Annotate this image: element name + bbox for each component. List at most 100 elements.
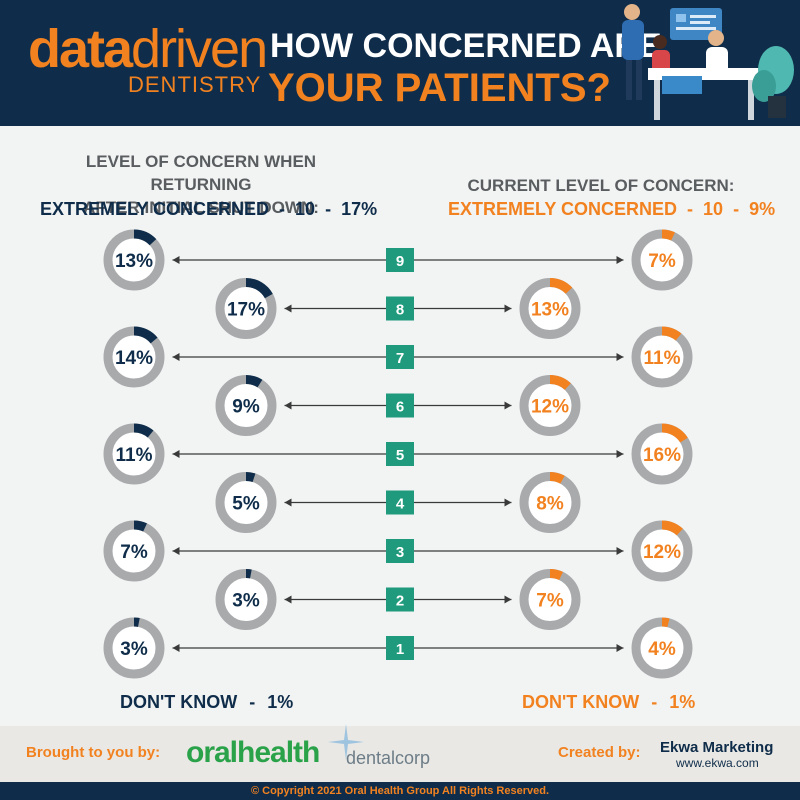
arrow-level-1-arrowhead-right [616,644,624,652]
header-banner: datadriven DENTISTRY HOW CONCERNED ARE Y… [0,0,800,126]
right-donut-level-9-label: 7% [648,251,676,272]
arrow-level-9-arrowhead-left [172,256,180,264]
dentalcorp-star-icon [328,724,364,760]
left-donut-level-4-segment [215,472,277,533]
arrow-level-5-arrowhead-left [172,450,180,458]
left-heading-line1: LEVEL OF CONCERN WHEN RETURNING [85,152,317,194]
left-donut-level-8-label: 17% [227,300,265,321]
right-dont-know-dash: - [651,692,658,712]
level-badge-9-text: 9 [396,253,404,270]
right-extremely-level: 10 [703,199,724,219]
right-extremely-dash1: - [687,199,694,219]
level-badge-1-text: 1 [396,641,404,658]
dentalcorp-logo: dentalcorp [346,748,431,768]
left-donut-level-5-segment [103,423,165,485]
left-column-heading: LEVEL OF CONCERN WHEN RETURNING AFTER IN… [40,150,362,219]
right-donut-level-3-label: 12% [643,542,681,563]
right-donut-level-6-segment [519,375,581,436]
right-donut-level-7-label: 11% [644,348,681,369]
right-donut-level-4-segment [519,472,581,533]
level-badge-6 [386,393,414,418]
right-donut-level-1-segment [631,617,693,679]
right-donut-level-3-segment [631,520,693,582]
arrow-level-8-arrowhead-left [284,304,292,313]
left-donut-level-3-segment [103,520,165,582]
arrow-level-9-arrowhead-right [616,256,624,264]
right-donut-level-8-segment [519,278,581,339]
brought-to-you-label: Brought to you by: [26,744,161,761]
level-badge-4-text: 4 [396,496,405,513]
right-donut-level-5-label: 16% [643,445,681,466]
right-donut-level-1-label: 4% [648,639,676,660]
arrow-level-4-arrowhead-left [284,498,292,507]
left-donut-level-3-label: 7% [120,542,148,563]
arrow-level-6-arrowhead-right [504,401,512,410]
left-donut-level-8-segment [215,278,277,339]
left-extremely-dash2: - [325,199,332,219]
arrow-level-2-arrowhead-left [284,595,292,604]
level-badge-1 [386,636,414,660]
right-extremely-value: 9% [749,199,776,219]
left-donut-level-9-label: 13% [115,251,153,272]
logo-dentistry-text: DENTISTRY [128,72,262,97]
level-badge-3 [386,539,414,563]
left-donut-level-9-segment [103,229,165,291]
logo-data-text: data [28,19,133,79]
left-extremely-level: 10 [295,199,316,219]
right-donut-level-9-segment [631,229,693,291]
datadriven-logo: datadriven DENTISTRY [28,19,268,97]
level-badge-7-text: 7 [396,350,404,367]
left-extremely-label: EXTREMELY CONCERNED [40,199,270,219]
created-by-label: Created by: [558,744,641,761]
right-dont-know: DON'T KNOW -1% [522,692,695,713]
level-badge-9 [386,248,414,272]
level-badge-8-text: 8 [396,302,404,319]
level-badge-7 [386,345,414,369]
copyright-bar: © Copyright 2021 Oral Health Group All R… [0,782,800,800]
arrow-level-5-arrowhead-right [616,450,624,458]
left-extremely-concerned: EXTREMELY CONCERNED -10-17% [40,199,377,220]
level-badge-8 [386,296,414,321]
arrow-level-3-arrowhead-left [172,547,180,555]
right-donut-level-2-label: 7% [536,591,564,612]
left-donut-level-1-segment [103,617,165,679]
left-dont-know-label: DON'T KNOW [120,692,238,712]
left-donut-level-2-label: 3% [232,591,260,612]
level-badge-4 [386,490,414,515]
level-badge-3-text: 3 [396,544,404,561]
arrow-level-4-arrowhead-right [504,498,512,507]
oralhealth-logo: oralhealth [186,736,320,769]
right-dont-know-label: DON'T KNOW [522,692,640,712]
logo-driven-text: driven [131,19,268,79]
right-donut-level-4-label: 8% [536,494,564,515]
arrow-level-3-arrowhead-right [616,547,624,555]
left-extremely-value: 17% [341,199,378,219]
right-donut-level-5-segment [631,423,693,485]
left-extremely-dash1: - [279,199,286,219]
left-donut-level-6-segment [215,375,277,436]
left-dont-know-dash: - [249,692,256,712]
arrow-level-8-arrowhead-right [504,304,512,313]
left-donut-level-6-label: 9% [232,397,260,418]
left-donut-level-5-label: 11% [116,445,153,466]
left-donut-level-7-label: 14% [115,348,153,369]
right-extremely-dash2: - [733,199,740,219]
arrow-level-6-arrowhead-left [284,401,292,410]
level-badge-6-text: 6 [396,399,404,416]
right-donut-level-7-segment [631,326,693,388]
left-donut-level-1-label: 3% [120,639,148,660]
arrow-level-7-arrowhead-left [172,353,180,361]
office-illustration [622,4,794,120]
left-dont-know-value: 1% [267,692,294,712]
level-badge-5 [386,442,414,466]
arrow-level-2-arrowhead-right [504,595,512,604]
page-title-line2: YOUR PATIENTS? [268,66,611,110]
ekwa-url: www.ekwa.com [676,756,759,770]
ekwa-marketing-logo: Ekwa Marketing [660,739,774,756]
level-badge-2 [386,587,414,612]
left-heading-line2: AFTER INITIAL SHUT DOWN: [83,198,319,217]
right-extremely-label: EXTREMELY CONCERNED [448,199,678,219]
right-donut-level-6-label: 12% [531,397,569,418]
arrow-level-1-arrowhead-left [172,644,180,652]
